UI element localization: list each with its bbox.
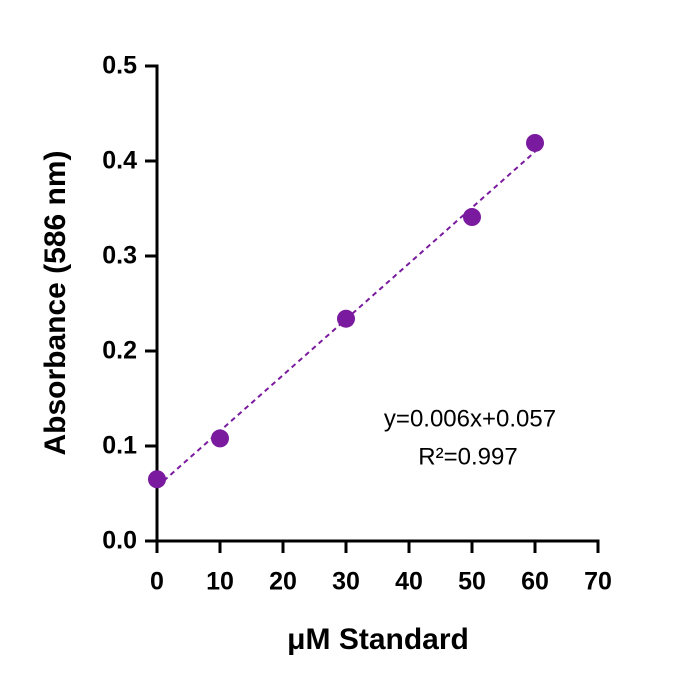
x-axis-title: μM Standard xyxy=(287,623,469,656)
y-tick-label: 0.3 xyxy=(102,242,137,270)
x-tick-label: 0 xyxy=(150,568,164,596)
y-tick-label: 0.4 xyxy=(102,147,137,175)
data-point xyxy=(211,429,229,448)
y-axis-title: Absorbance (586 nm) xyxy=(39,150,72,455)
data-point xyxy=(526,133,544,152)
data-point xyxy=(463,208,481,227)
y-tick-label: 0.1 xyxy=(102,432,137,460)
x-tick-label: 50 xyxy=(458,568,486,596)
x-tick-label: 30 xyxy=(332,568,360,596)
data-point xyxy=(148,470,166,489)
r-squared-annotation: R²=0.997 xyxy=(418,443,517,470)
equation-annotation: y=0.006x+0.057 xyxy=(384,405,556,432)
x-tick-label: 10 xyxy=(206,568,234,596)
y-tick-label: 0.0 xyxy=(102,527,137,555)
x-tick-label: 60 xyxy=(521,568,549,596)
y-tick-label: 0.2 xyxy=(102,337,137,365)
y-tick-label: 0.5 xyxy=(102,52,137,80)
data-point xyxy=(337,309,355,328)
x-tick-label: 70 xyxy=(584,568,612,596)
x-tick-label: 40 xyxy=(395,568,423,596)
x-tick-label: 20 xyxy=(269,568,297,596)
